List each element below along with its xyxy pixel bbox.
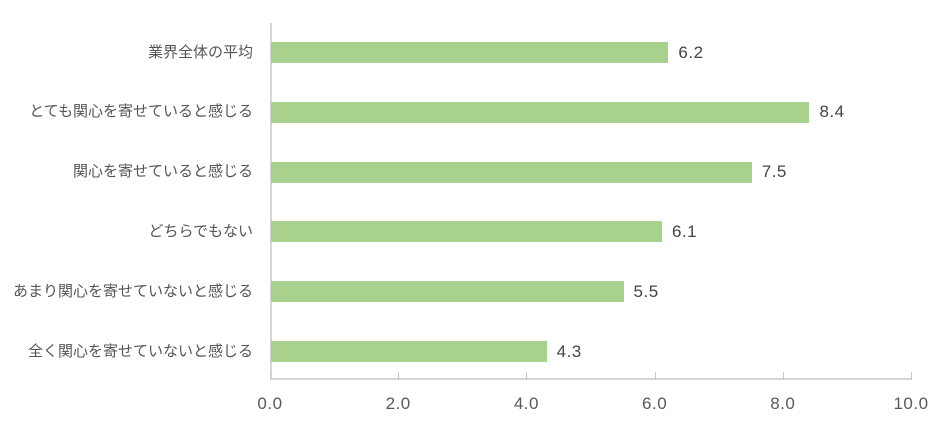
category-label: 業界全体の平均 xyxy=(147,43,253,61)
category-label: 全く関心を寄せていないと感じる xyxy=(27,342,253,360)
x-axis-tick-mark xyxy=(654,372,656,380)
x-axis-tick-label: 6.0 xyxy=(642,394,668,413)
value-label: 4.3 xyxy=(556,341,582,361)
bar xyxy=(271,42,669,63)
value-label: 8.4 xyxy=(819,102,845,122)
x-axis-tick-label: 8.0 xyxy=(770,394,796,413)
x-axis-tick-mark xyxy=(270,372,271,380)
category-label: とても関心を寄せていると感じる xyxy=(29,103,253,121)
category-label: あまり関心を寄せていないと感じる xyxy=(12,282,253,300)
bar xyxy=(271,341,547,362)
bar xyxy=(271,281,624,303)
x-axis-tick-label: 10.0 xyxy=(893,394,929,413)
value-label: 5.5 xyxy=(633,281,659,301)
x-axis-tick-label: 0.0 xyxy=(257,394,283,413)
bar xyxy=(271,101,810,123)
x-axis-tick-mark xyxy=(782,372,784,380)
x-axis-tick-mark xyxy=(398,372,400,380)
value-label: 6.1 xyxy=(672,221,698,241)
category-label: 関心を寄せていると感じる xyxy=(72,163,253,181)
category-label: どちらでもない xyxy=(148,222,253,240)
y-axis-line xyxy=(270,23,272,380)
x-axis-tick-mark xyxy=(911,372,912,380)
x-axis-tick-mark xyxy=(526,372,528,380)
value-label: 7.5 xyxy=(761,162,787,182)
x-axis-line xyxy=(270,378,912,380)
x-axis-tick-label: 4.0 xyxy=(513,394,539,413)
x-axis-tick-label: 2.0 xyxy=(385,394,411,413)
bar xyxy=(271,221,662,243)
value-label: 6.2 xyxy=(678,42,704,62)
bar xyxy=(271,161,752,183)
